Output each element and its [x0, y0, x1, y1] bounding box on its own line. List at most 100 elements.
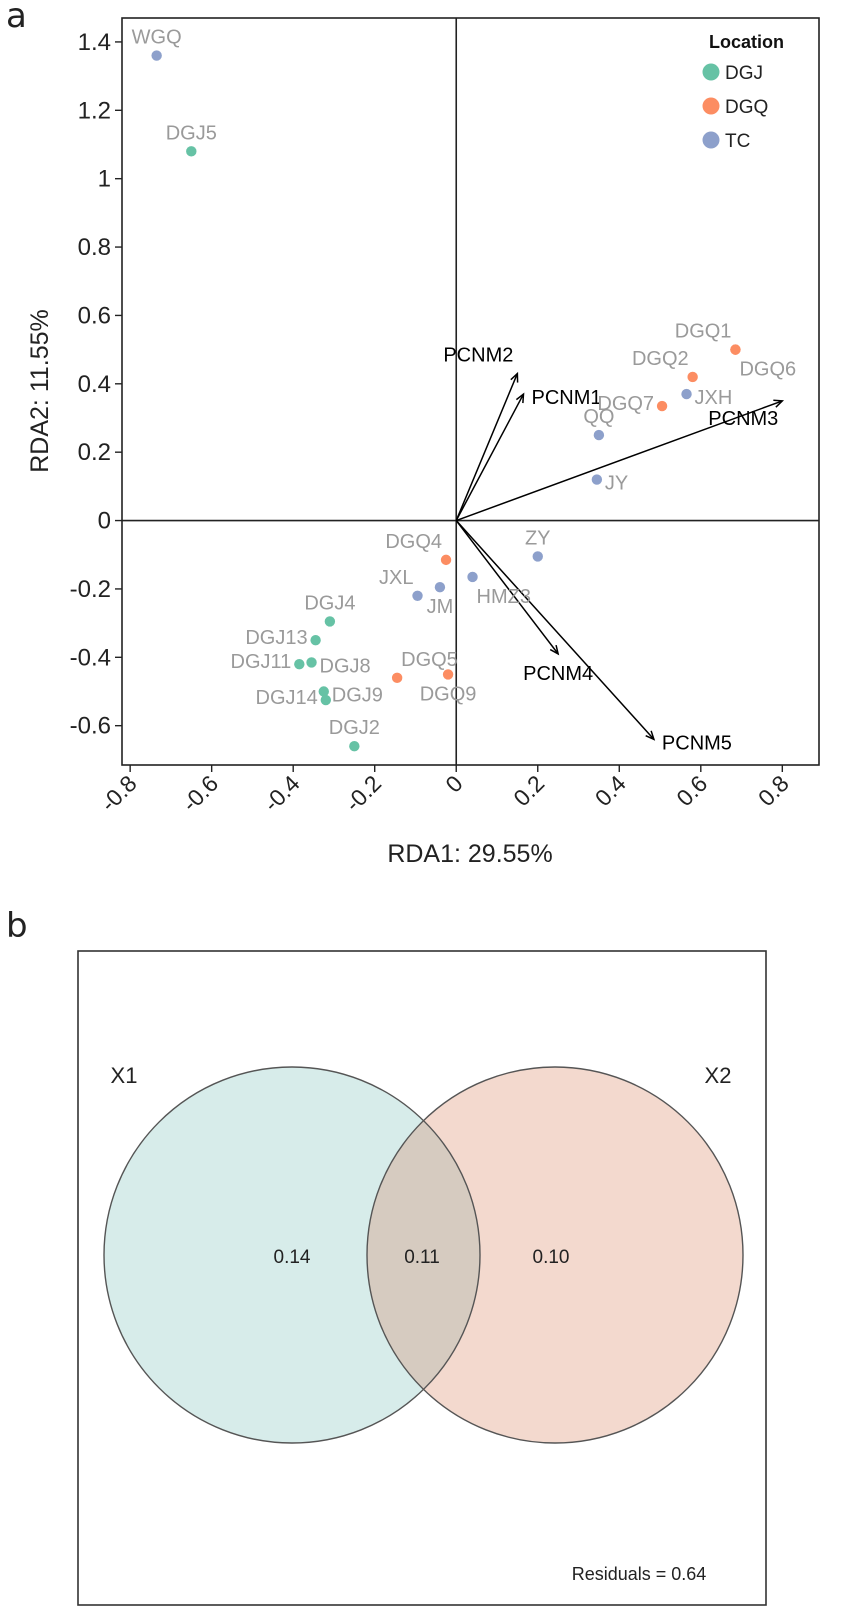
site-label: JXL: [379, 567, 413, 589]
site-point: DGQ2: [632, 348, 698, 383]
x-axis-ticks: -0.8 -0.6 -0.4 -0.2 0 0.2 0.4 0.6 0.8: [95, 765, 794, 817]
pcnm-arrow-head: [549, 644, 560, 656]
y-tick-label: 1: [98, 166, 111, 193]
site-marker: [730, 344, 741, 355]
site-marker: [349, 740, 360, 752]
site-marker: [324, 616, 336, 627]
pcnm-arrow: PCNM5: [455, 520, 732, 754]
pcnm-arrow-label: PCNM3: [708, 408, 778, 430]
site-point: DGJ8: [306, 655, 371, 677]
legend-swatch: [702, 63, 720, 81]
y-tick-label: -0.6: [70, 713, 111, 740]
venn-frame: [77, 950, 767, 1606]
x-tick-label: -0.6: [177, 770, 223, 816]
site-point: JM: [427, 582, 454, 618]
pcnm-arrows: PCNM1 PCNM2 PCNM3 PCNM4 PCNM5: [443, 345, 785, 754]
site-label: DGJ9: [332, 684, 383, 706]
x-axis-title: RDA1: 29.55%: [387, 840, 552, 868]
pcnm-arrow-label: PCNM1: [531, 387, 601, 409]
site-marker: [434, 582, 446, 593]
site-label: JXH: [695, 387, 733, 409]
site-label: DGQ2: [632, 348, 689, 370]
site-label: DGQ5: [401, 649, 458, 671]
site-point: DGQ6: [730, 344, 796, 381]
site-label: DGQ1: [675, 321, 732, 343]
site-point: DGJ9: [318, 684, 383, 706]
y-tick-label: 0.4: [78, 371, 111, 398]
venn-label-x2: X2: [705, 1063, 732, 1088]
site-label: DGJ4: [304, 592, 355, 614]
site-marker: [310, 635, 321, 646]
y-tick-label: 0.8: [78, 234, 111, 261]
x-tick-label: 0.6: [671, 770, 712, 811]
venn-value-x2: 0.10: [533, 1247, 570, 1268]
site-label: DGJ13: [245, 627, 307, 649]
site-point: DGJ5: [166, 122, 217, 157]
pcnm-arrow-shaft: [455, 520, 655, 740]
site-marker: [320, 694, 332, 706]
pcnm-arrow-head: [510, 371, 519, 383]
venn-label-x1: X1: [111, 1063, 138, 1088]
variation-partitioning-venn: X1 X2 0.14 0.11 0.10 Residuals = 0.64: [77, 950, 767, 1606]
site-marker: [656, 400, 668, 412]
site-point: DGJ4: [304, 592, 355, 627]
site-point: QQ: [583, 406, 614, 441]
legend-label: TC: [725, 131, 750, 152]
site-points: WGQ DGJ5 DGQ1 DGQ2 DGQ6 DGQ7 JXH QQ JY ZY DGQ4 JXL J…: [132, 27, 796, 752]
site-marker: [294, 658, 305, 670]
site-label: DGQ9: [420, 683, 477, 705]
site-marker: [681, 388, 692, 400]
site-label: DGJ2: [329, 717, 380, 739]
rda-biplot: -0.8 -0.6 -0.4 -0.2 0 0.2 0.4 0.6 0.8 -0.6-0.4-0…: [26, 17, 820, 868]
site-point: DGJ13: [245, 627, 321, 649]
site-label: HMZ3: [477, 586, 531, 608]
pcnm-arrow-label: PCNM2: [443, 345, 513, 367]
site-point: DGQ9: [420, 669, 477, 705]
pcnm-arrow-head: [773, 399, 785, 408]
pcnm-arrow-shaft: [455, 373, 519, 521]
site-point: DGQ4: [385, 531, 452, 566]
site-marker: [442, 669, 454, 680]
site-marker: [391, 672, 403, 684]
site-point: WGQ: [132, 27, 182, 61]
x-tick-label: -0.8: [95, 770, 141, 816]
site-marker: [532, 551, 543, 562]
site-marker: [412, 590, 423, 601]
y-tick-label: -0.2: [70, 576, 111, 603]
pcnm-arrow-label: PCNM5: [662, 732, 732, 754]
x-tick-label: 0.4: [590, 770, 631, 811]
venn-value-overlap: 0.11: [404, 1247, 440, 1268]
site-marker: [593, 429, 605, 441]
site-marker: [440, 554, 452, 566]
y-tick-label: 0.6: [78, 302, 111, 329]
x-tick-label: -0.4: [258, 770, 305, 817]
site-marker: [186, 146, 197, 157]
y-axis-title: RDA2: 11.55%: [26, 309, 54, 473]
pcnm-arrow-head: [515, 392, 525, 404]
site-point: DGJ14: [256, 687, 332, 709]
x-tick-label: 0.8: [753, 770, 794, 811]
pcnm-arrow-shaft: [455, 520, 559, 655]
legend-label: DGQ: [725, 97, 768, 118]
site-label: DGQ6: [739, 359, 796, 381]
panel-label-a: a: [6, 0, 27, 36]
site-point: DGQ5: [391, 649, 458, 684]
site-marker: [467, 571, 478, 583]
site-marker: [318, 686, 329, 697]
venn-circle-x2: [367, 1067, 743, 1443]
venn-residuals: Residuals = 0.64: [572, 1564, 707, 1584]
site-label: DGQ7: [597, 393, 654, 415]
site-label: JY: [605, 473, 628, 495]
site-label: DGJ5: [166, 122, 217, 144]
site-label: JM: [427, 596, 454, 618]
pcnm-arrow-shaft: [455, 400, 783, 522]
x-tick-label: 0: [440, 770, 467, 797]
legend: Location DGJ DGQ TC: [702, 32, 784, 152]
y-tick-label: -0.4: [70, 644, 111, 671]
pcnm-arrow-shaft: [455, 393, 525, 521]
site-label: DGJ11: [231, 651, 292, 673]
site-marker: [306, 657, 317, 668]
site-marker: [687, 371, 698, 383]
x-tick-label: -0.2: [340, 770, 386, 816]
